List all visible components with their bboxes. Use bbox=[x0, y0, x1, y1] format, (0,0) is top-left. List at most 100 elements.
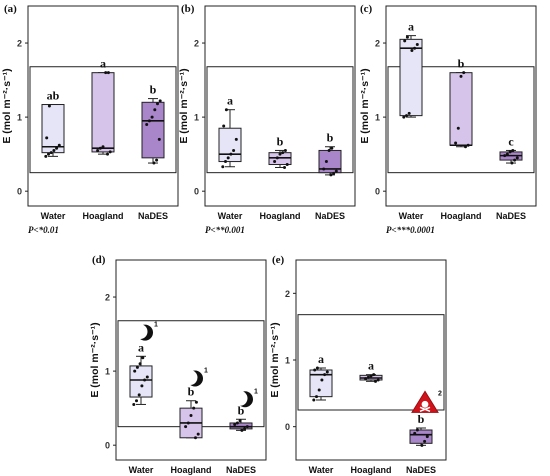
crossbone bbox=[419, 406, 431, 413]
significance-letter: a bbox=[408, 20, 414, 34]
skull-head bbox=[421, 400, 429, 408]
data-point bbox=[133, 369, 137, 373]
plot-frame bbox=[295, 259, 447, 461]
data-point bbox=[275, 156, 279, 160]
y-tick-label: 0 bbox=[285, 422, 290, 432]
moon-icon bbox=[232, 390, 253, 408]
data-point bbox=[410, 48, 414, 52]
significance-letter: b bbox=[327, 131, 334, 145]
box-hoagland: b bbox=[179, 385, 203, 440]
threshold-band bbox=[297, 314, 445, 411]
significance-letter: a bbox=[100, 57, 106, 71]
data-point bbox=[152, 161, 156, 165]
data-point bbox=[325, 370, 329, 374]
data-point bbox=[96, 148, 100, 152]
data-point bbox=[425, 435, 429, 439]
p-value: P<*0.01 bbox=[28, 225, 59, 235]
y-tick-label: 0 bbox=[375, 187, 380, 197]
data-point bbox=[315, 366, 319, 370]
data-point bbox=[323, 373, 327, 377]
y-tick-label: 0 bbox=[194, 187, 199, 197]
data-point bbox=[334, 169, 338, 173]
data-point bbox=[235, 421, 239, 425]
data-point bbox=[462, 71, 466, 75]
data-point bbox=[184, 425, 188, 429]
data-point bbox=[192, 406, 196, 410]
data-point bbox=[98, 146, 102, 150]
data-point bbox=[132, 402, 136, 406]
data-point bbox=[194, 400, 198, 404]
p-value: P<**0.001 bbox=[205, 225, 245, 235]
x-category-label: Water bbox=[309, 465, 334, 475]
significance-letter: b bbox=[150, 83, 157, 97]
data-point bbox=[283, 148, 287, 152]
data-point bbox=[513, 158, 517, 162]
marker-label: 2 bbox=[438, 390, 442, 397]
data-point bbox=[313, 368, 317, 372]
y-tick-label: 0 bbox=[17, 187, 22, 197]
skull-warning-icon bbox=[411, 390, 439, 413]
y-tick-label: 0 bbox=[105, 441, 110, 451]
panel-label: (d) bbox=[92, 254, 106, 266]
box-body bbox=[91, 72, 115, 153]
box-water: ab bbox=[41, 89, 65, 158]
y-tick-label: 2 bbox=[375, 39, 380, 49]
data-point bbox=[454, 141, 458, 145]
data-point bbox=[108, 150, 112, 154]
data-point bbox=[459, 74, 463, 78]
x-category-label: Water bbox=[129, 465, 154, 475]
data-point bbox=[194, 436, 197, 440]
box-nades: c bbox=[499, 134, 523, 165]
data-point bbox=[420, 443, 424, 447]
data-point bbox=[196, 432, 200, 436]
data-point bbox=[186, 421, 190, 425]
x-category-label: Water bbox=[41, 211, 66, 221]
data-point bbox=[147, 119, 151, 123]
threshold-band bbox=[387, 66, 535, 174]
data-point bbox=[52, 148, 56, 152]
box-hoagland: b bbox=[449, 57, 473, 149]
moon-cutout bbox=[232, 390, 248, 406]
significance-letter: b bbox=[188, 385, 195, 399]
significance-letter: a bbox=[318, 352, 324, 366]
box-water: a bbox=[309, 352, 333, 402]
data-point bbox=[240, 428, 244, 432]
data-point bbox=[413, 431, 417, 435]
data-point bbox=[229, 152, 233, 156]
box-water: a bbox=[399, 20, 423, 119]
x-category-label: NaDES bbox=[138, 211, 168, 221]
data-point bbox=[145, 123, 149, 127]
panel-label: (b) bbox=[181, 3, 195, 15]
box-hoagland: a bbox=[359, 359, 383, 383]
y-axis-label: E (mol m⁻²·s⁻¹) bbox=[359, 68, 371, 143]
data-point bbox=[456, 126, 460, 130]
significance-letter: b bbox=[418, 412, 425, 426]
y-tick-label: 2 bbox=[17, 39, 22, 49]
box-water: a bbox=[218, 94, 242, 169]
data-point bbox=[324, 160, 328, 164]
data-point bbox=[158, 99, 162, 103]
box-body bbox=[141, 101, 165, 159]
data-point bbox=[224, 160, 227, 164]
significance-letter: b bbox=[238, 403, 245, 417]
data-point bbox=[145, 375, 149, 379]
data-point bbox=[221, 165, 225, 169]
data-point bbox=[423, 439, 427, 443]
box-body bbox=[309, 369, 333, 398]
x-category-label: Hoagland bbox=[440, 211, 481, 221]
data-point bbox=[285, 163, 289, 167]
data-point bbox=[511, 148, 515, 152]
data-point bbox=[44, 154, 48, 158]
data-point bbox=[47, 104, 51, 108]
data-point bbox=[47, 152, 50, 156]
data-point bbox=[138, 362, 142, 366]
marker-label: 1 bbox=[204, 368, 208, 375]
data-point bbox=[135, 365, 139, 369]
data-point bbox=[466, 143, 470, 147]
data-point bbox=[402, 115, 406, 119]
data-point bbox=[226, 156, 230, 160]
box-nades: b bbox=[141, 83, 165, 165]
x-category-label: NaDES bbox=[496, 211, 526, 221]
